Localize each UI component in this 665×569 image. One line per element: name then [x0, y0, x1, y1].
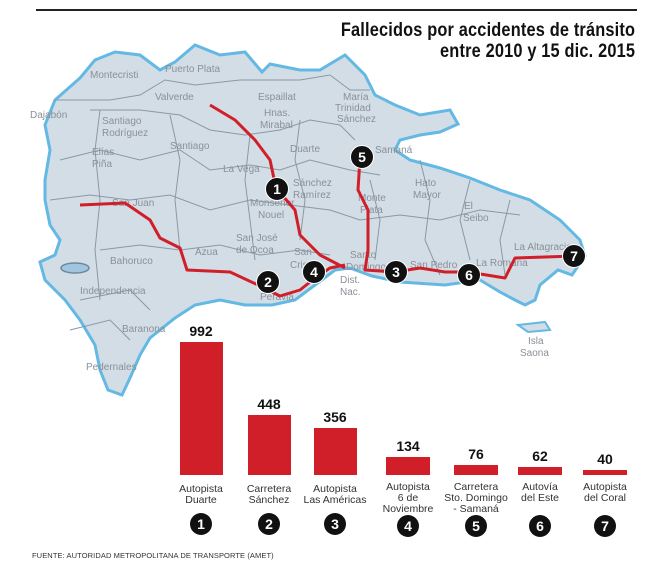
svg-text:Monte: Monte: [358, 193, 386, 204]
svg-text:Monseñor: Monseñor: [250, 198, 295, 209]
svg-text:San Juan: San Juan: [112, 198, 154, 209]
svg-text:Sánchez: Sánchez: [337, 114, 376, 125]
map-landmass: [38, 43, 587, 397]
map-marker-5: 5: [350, 145, 374, 169]
value-label-5: 76: [468, 446, 484, 462]
bar-autopista-del-coral: [583, 470, 627, 475]
svg-text:Hato: Hato: [415, 178, 437, 189]
source-note: FUENTE: AUTORIDAD METROPOLITANA DE TRANS…: [32, 551, 274, 560]
svg-text:Plata: Plata: [360, 205, 383, 216]
top-rule: [36, 9, 637, 11]
bar-autovia-del-este: [518, 467, 562, 475]
title-line-1: Fallecidos por accidentes de tránsito: [340, 20, 635, 41]
map-marker-7: 7: [562, 244, 586, 268]
svg-text:Dajabón: Dajabón: [30, 110, 67, 121]
value-label-3: 356: [323, 409, 347, 425]
svg-text:Nouel: Nouel: [258, 210, 284, 221]
lago-enriquillo: [60, 262, 90, 274]
bar-autopista-las-americas: [314, 428, 357, 475]
marker-badge-6: 6: [529, 515, 551, 537]
value-label-6: 62: [532, 448, 548, 464]
svg-text:La Romana: La Romana: [476, 258, 528, 269]
svg-text:Duarte: Duarte: [290, 144, 320, 155]
map-marker-1: 1: [265, 177, 289, 201]
category-label-4: Autopista 6 de Noviembre: [382, 481, 434, 515]
marker-badge-3: 3: [324, 513, 346, 535]
svg-text:Hnas.: Hnas.: [264, 108, 290, 119]
value-label-4: 134: [396, 438, 420, 454]
map-marker-3: 3: [384, 260, 408, 284]
svg-text:Mayor: Mayor: [413, 190, 441, 201]
bar-carretera-sto-domingo-samana: [454, 465, 498, 475]
svg-text:Samaná: Samaná: [375, 145, 413, 156]
province-borders: [49, 74, 521, 341]
map-marker-4: 4: [302, 260, 326, 284]
svg-text:Saona: Saona: [520, 348, 549, 359]
category-label-6: Autovía del Este: [521, 481, 559, 504]
svg-text:Peravia: Peravia: [260, 292, 294, 303]
value-label-7: 40: [597, 451, 613, 467]
map-marker-6: 6: [457, 263, 481, 287]
svg-text:Rodríguez: Rodríguez: [102, 128, 148, 139]
svg-text:Mirabal: Mirabal: [260, 120, 293, 131]
svg-text:Baranona: Baranona: [122, 324, 166, 335]
marker-badge-4: 4: [397, 515, 419, 537]
svg-text:La Altagracia: La Altagracia: [514, 242, 572, 253]
svg-text:Trinidad: Trinidad: [335, 103, 371, 114]
title-line-2: entre 2010 y 15 dic. 2015: [439, 41, 635, 62]
marker-badge-5: 5: [465, 515, 487, 537]
svg-text:Ramírez: Ramírez: [293, 190, 331, 201]
route-sto-domingo-samana: [356, 157, 396, 274]
svg-text:Puerto Plata: Puerto Plata: [165, 64, 220, 75]
category-label-7: Autopista del Coral: [583, 481, 627, 504]
svg-text:Azua: Azua: [195, 247, 218, 258]
svg-text:Santo: Santo: [350, 250, 377, 261]
category-label-3: Autopista Las Américas: [303, 483, 367, 506]
category-label-5: Carretera Sto. Domingo - Samaná: [444, 481, 508, 515]
svg-text:Valverde: Valverde: [155, 92, 194, 103]
svg-text:Crist.: Crist.: [290, 260, 313, 271]
svg-text:María: María: [343, 92, 369, 103]
bar-autopista-duarte: [180, 342, 223, 475]
category-label-2: Carretera Sánchez: [246, 483, 292, 506]
svg-text:de Ocoa: de Ocoa: [236, 245, 274, 256]
value-label-1: 992: [189, 323, 213, 339]
svg-text:Elías: Elías: [92, 147, 114, 158]
bar-autopista-6-de-noviembre: [386, 457, 430, 475]
svg-text:Sánchez: Sánchez: [293, 178, 332, 189]
category-label-1: Autopista Duarte: [179, 483, 223, 506]
svg-text:Bahoruco: Bahoruco: [110, 256, 153, 267]
marker-badge-1: 1: [190, 513, 212, 535]
chart-title: Fallecidos por accidentes de tránsito en…: [341, 20, 635, 62]
svg-text:Santiago: Santiago: [102, 116, 142, 127]
svg-text:San Pedro: San Pedro: [410, 260, 458, 271]
svg-text:Montecristi: Montecristi: [90, 70, 138, 81]
svg-text:Santiago: Santiago: [170, 141, 210, 152]
svg-text:Piña: Piña: [92, 159, 112, 170]
map-marker-2: 2: [256, 270, 280, 294]
province-labels: Montecristi Puerto Plata Valverde Espail…: [30, 64, 572, 373]
svg-text:Dist.: Dist.: [340, 275, 360, 286]
svg-text:Espaillat: Espaillat: [258, 92, 296, 103]
svg-text:Nac.: Nac.: [340, 287, 361, 298]
bar-carretera-sanchez: [248, 415, 291, 475]
svg-text:San: San: [294, 247, 312, 258]
marker-badge-7: 7: [594, 515, 616, 537]
svg-text:El: El: [464, 201, 473, 212]
svg-text:Independencia: Independencia: [80, 286, 146, 297]
value-label-2: 448: [257, 396, 281, 412]
marker-badge-2: 2: [258, 513, 280, 535]
svg-text:La Vega: La Vega: [223, 164, 260, 175]
svg-text:Pedernales: Pedernales: [86, 362, 137, 373]
svg-text:San José: San José: [236, 233, 278, 244]
isla-saona: [515, 320, 552, 334]
svg-text:Isla: Isla: [528, 336, 544, 347]
svg-text:Seibo: Seibo: [463, 213, 489, 224]
